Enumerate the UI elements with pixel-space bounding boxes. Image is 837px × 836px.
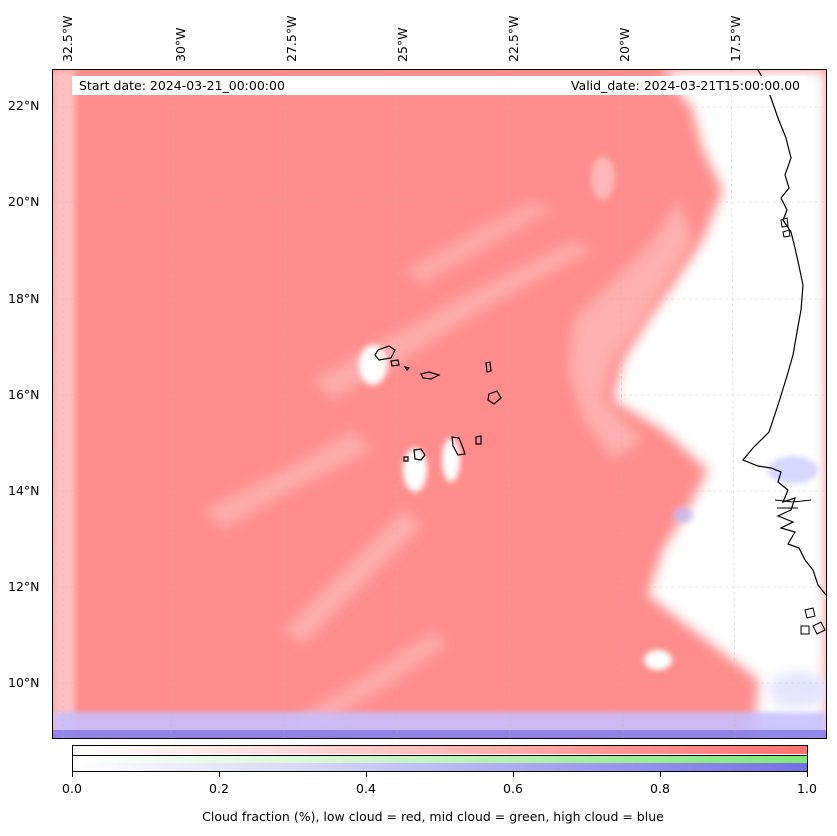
colorbar-tick <box>807 772 808 777</box>
lon-label-32-5w: 32.5°W <box>60 15 75 62</box>
colorbar-tick-label-0: 0.0 <box>62 781 82 796</box>
lon-label-20w: 20°W <box>617 27 632 62</box>
colorbar-tick <box>366 772 367 777</box>
island-sao-nicolau <box>420 371 441 380</box>
boundary-band-bottom-edge <box>53 730 826 738</box>
island-brava <box>403 456 409 462</box>
cloud-streak-3 <box>283 510 423 645</box>
colorbar-tick-label-1: 0.2 <box>209 781 229 796</box>
lon-label-27-5w: 27.5°W <box>284 15 299 62</box>
island-santa-luzia <box>403 366 411 371</box>
high-cloud-patch-1 <box>768 456 818 484</box>
high-cloud-patch-2 <box>673 507 693 523</box>
cloud-streak-5 <box>293 630 448 730</box>
lon-label-30w: 30°W <box>173 27 188 62</box>
cloud-patch-south <box>644 650 672 670</box>
lon-label-25w: 25°W <box>395 27 410 62</box>
island-santiago <box>451 436 466 456</box>
bijagos-islands <box>800 607 826 635</box>
coastal-islet-1 <box>780 217 789 228</box>
date-banner <box>72 76 807 95</box>
colorbar-tick-label-5: 1.0 <box>797 781 817 796</box>
lat-label-10n: 10°N <box>8 675 40 690</box>
africa-coast-gambia <box>774 499 812 509</box>
cloud-streak-4 <box>403 200 553 285</box>
island-sal <box>485 361 492 373</box>
colorbar-tick-label-2: 0.4 <box>356 781 376 796</box>
lat-label-12n: 12°N <box>8 579 40 594</box>
lat-label-22n: 22°N <box>8 98 40 113</box>
colorbar <box>72 745 808 772</box>
clear-area-east <box>613 70 826 738</box>
lon-label-17-5w: 17.5°W <box>728 15 743 62</box>
island-cloud-santiago <box>442 438 460 482</box>
boundary-band-left <box>53 70 75 738</box>
colorbar-low-cloud <box>73 746 807 754</box>
lon-label-22-5w: 22.5°W <box>506 15 521 62</box>
africa-coastline <box>742 70 826 596</box>
map-panel <box>52 69 827 739</box>
island-boa-vista <box>487 390 502 405</box>
valid-date-label: Valid_date: 2024-03-21T15:00:00.00 <box>570 78 800 93</box>
colorbar-tick <box>72 772 73 777</box>
island-sao-vicente <box>390 359 400 367</box>
colorbar-tick-label-3: 0.6 <box>503 781 523 796</box>
island-maio <box>475 435 482 445</box>
colorbar-high-cloud <box>73 763 807 771</box>
gridlines <box>53 70 826 738</box>
coastal-islet-2 <box>782 229 791 238</box>
island-cloud-fogo <box>403 448 427 492</box>
colorbar-label: Cloud fraction (%), low cloud = red, mid… <box>202 809 664 824</box>
lat-label-16n: 16°N <box>8 387 40 402</box>
high-cloud-patch-3 <box>768 672 826 708</box>
island-outlines <box>374 345 502 462</box>
island-santo-antao <box>374 345 396 361</box>
cloud-streak-2 <box>203 430 373 530</box>
cloud-patch-north <box>591 156 615 200</box>
colorbar-tick <box>219 772 220 777</box>
lat-label-20n: 20°N <box>8 194 40 209</box>
start-date-label: Start date: 2024-03-21_00:00:00 <box>79 78 285 93</box>
island-cloud-santo-antao <box>359 345 387 385</box>
colorbar-tick <box>660 772 661 777</box>
cloud-fraction-map <box>53 70 826 738</box>
colorbar-tick-label-4: 0.8 <box>650 781 670 796</box>
lat-label-14n: 14°N <box>8 483 40 498</box>
colorbar-tick <box>513 772 514 777</box>
lat-label-18n: 18°N <box>8 291 40 306</box>
island-fogo <box>413 448 426 461</box>
